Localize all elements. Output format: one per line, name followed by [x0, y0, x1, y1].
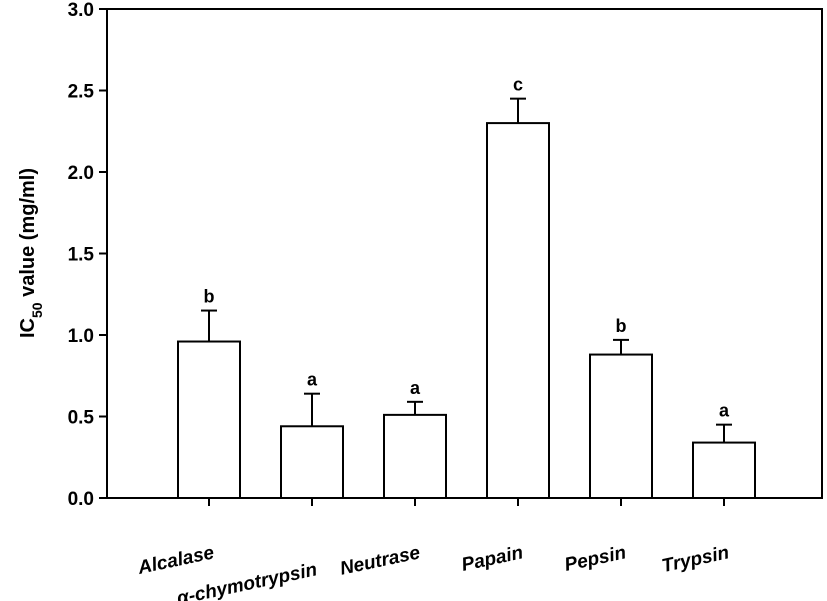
y-axis: 0.0 0.5 1.0 1.5 2.0 2.5 3.0 [68, 0, 107, 510]
significance-label: b [616, 316, 627, 336]
bar-5 [589, 353, 653, 499]
y-axis-title-suffix: value (mg/ml) [17, 168, 39, 302]
y-tick-label: 3.0 [68, 0, 94, 21]
y-tick-label: 2.5 [68, 82, 95, 103]
y-tick-label: 1.0 [68, 326, 94, 347]
bar-3 [383, 413, 447, 499]
y-axis-title: IC50 value (mg/ml) [17, 168, 45, 338]
error-bars-group [201, 97, 732, 443]
y-axis-title-subscript: 50 [29, 302, 45, 318]
category-label: Neutrase [338, 542, 422, 580]
y-tick-label: 0.5 [68, 408, 95, 429]
category-label: Papain [460, 542, 525, 575]
significance-label: a [307, 370, 318, 390]
y-tick-label: 2.0 [68, 163, 94, 184]
bars-group [177, 122, 756, 499]
significance-labels-group: b a a c b a [204, 75, 730, 421]
category-label: Pepsin [563, 542, 628, 575]
significance-label: b [204, 287, 215, 307]
y-tick-label: 0.0 [68, 489, 94, 510]
category-label: Alcalase [135, 542, 216, 579]
bar-1 [177, 340, 241, 499]
significance-label: a [410, 378, 421, 398]
x-axis [208, 498, 725, 506]
significance-label: c [513, 75, 523, 95]
y-axis-title-prefix: IC [17, 318, 39, 338]
category-label: Trypsin [660, 542, 731, 577]
bar-6 [692, 441, 756, 499]
bar-4 [486, 122, 550, 499]
bar-2 [280, 425, 344, 499]
significance-label: a [719, 401, 730, 421]
y-tick-label: 1.5 [68, 245, 95, 266]
